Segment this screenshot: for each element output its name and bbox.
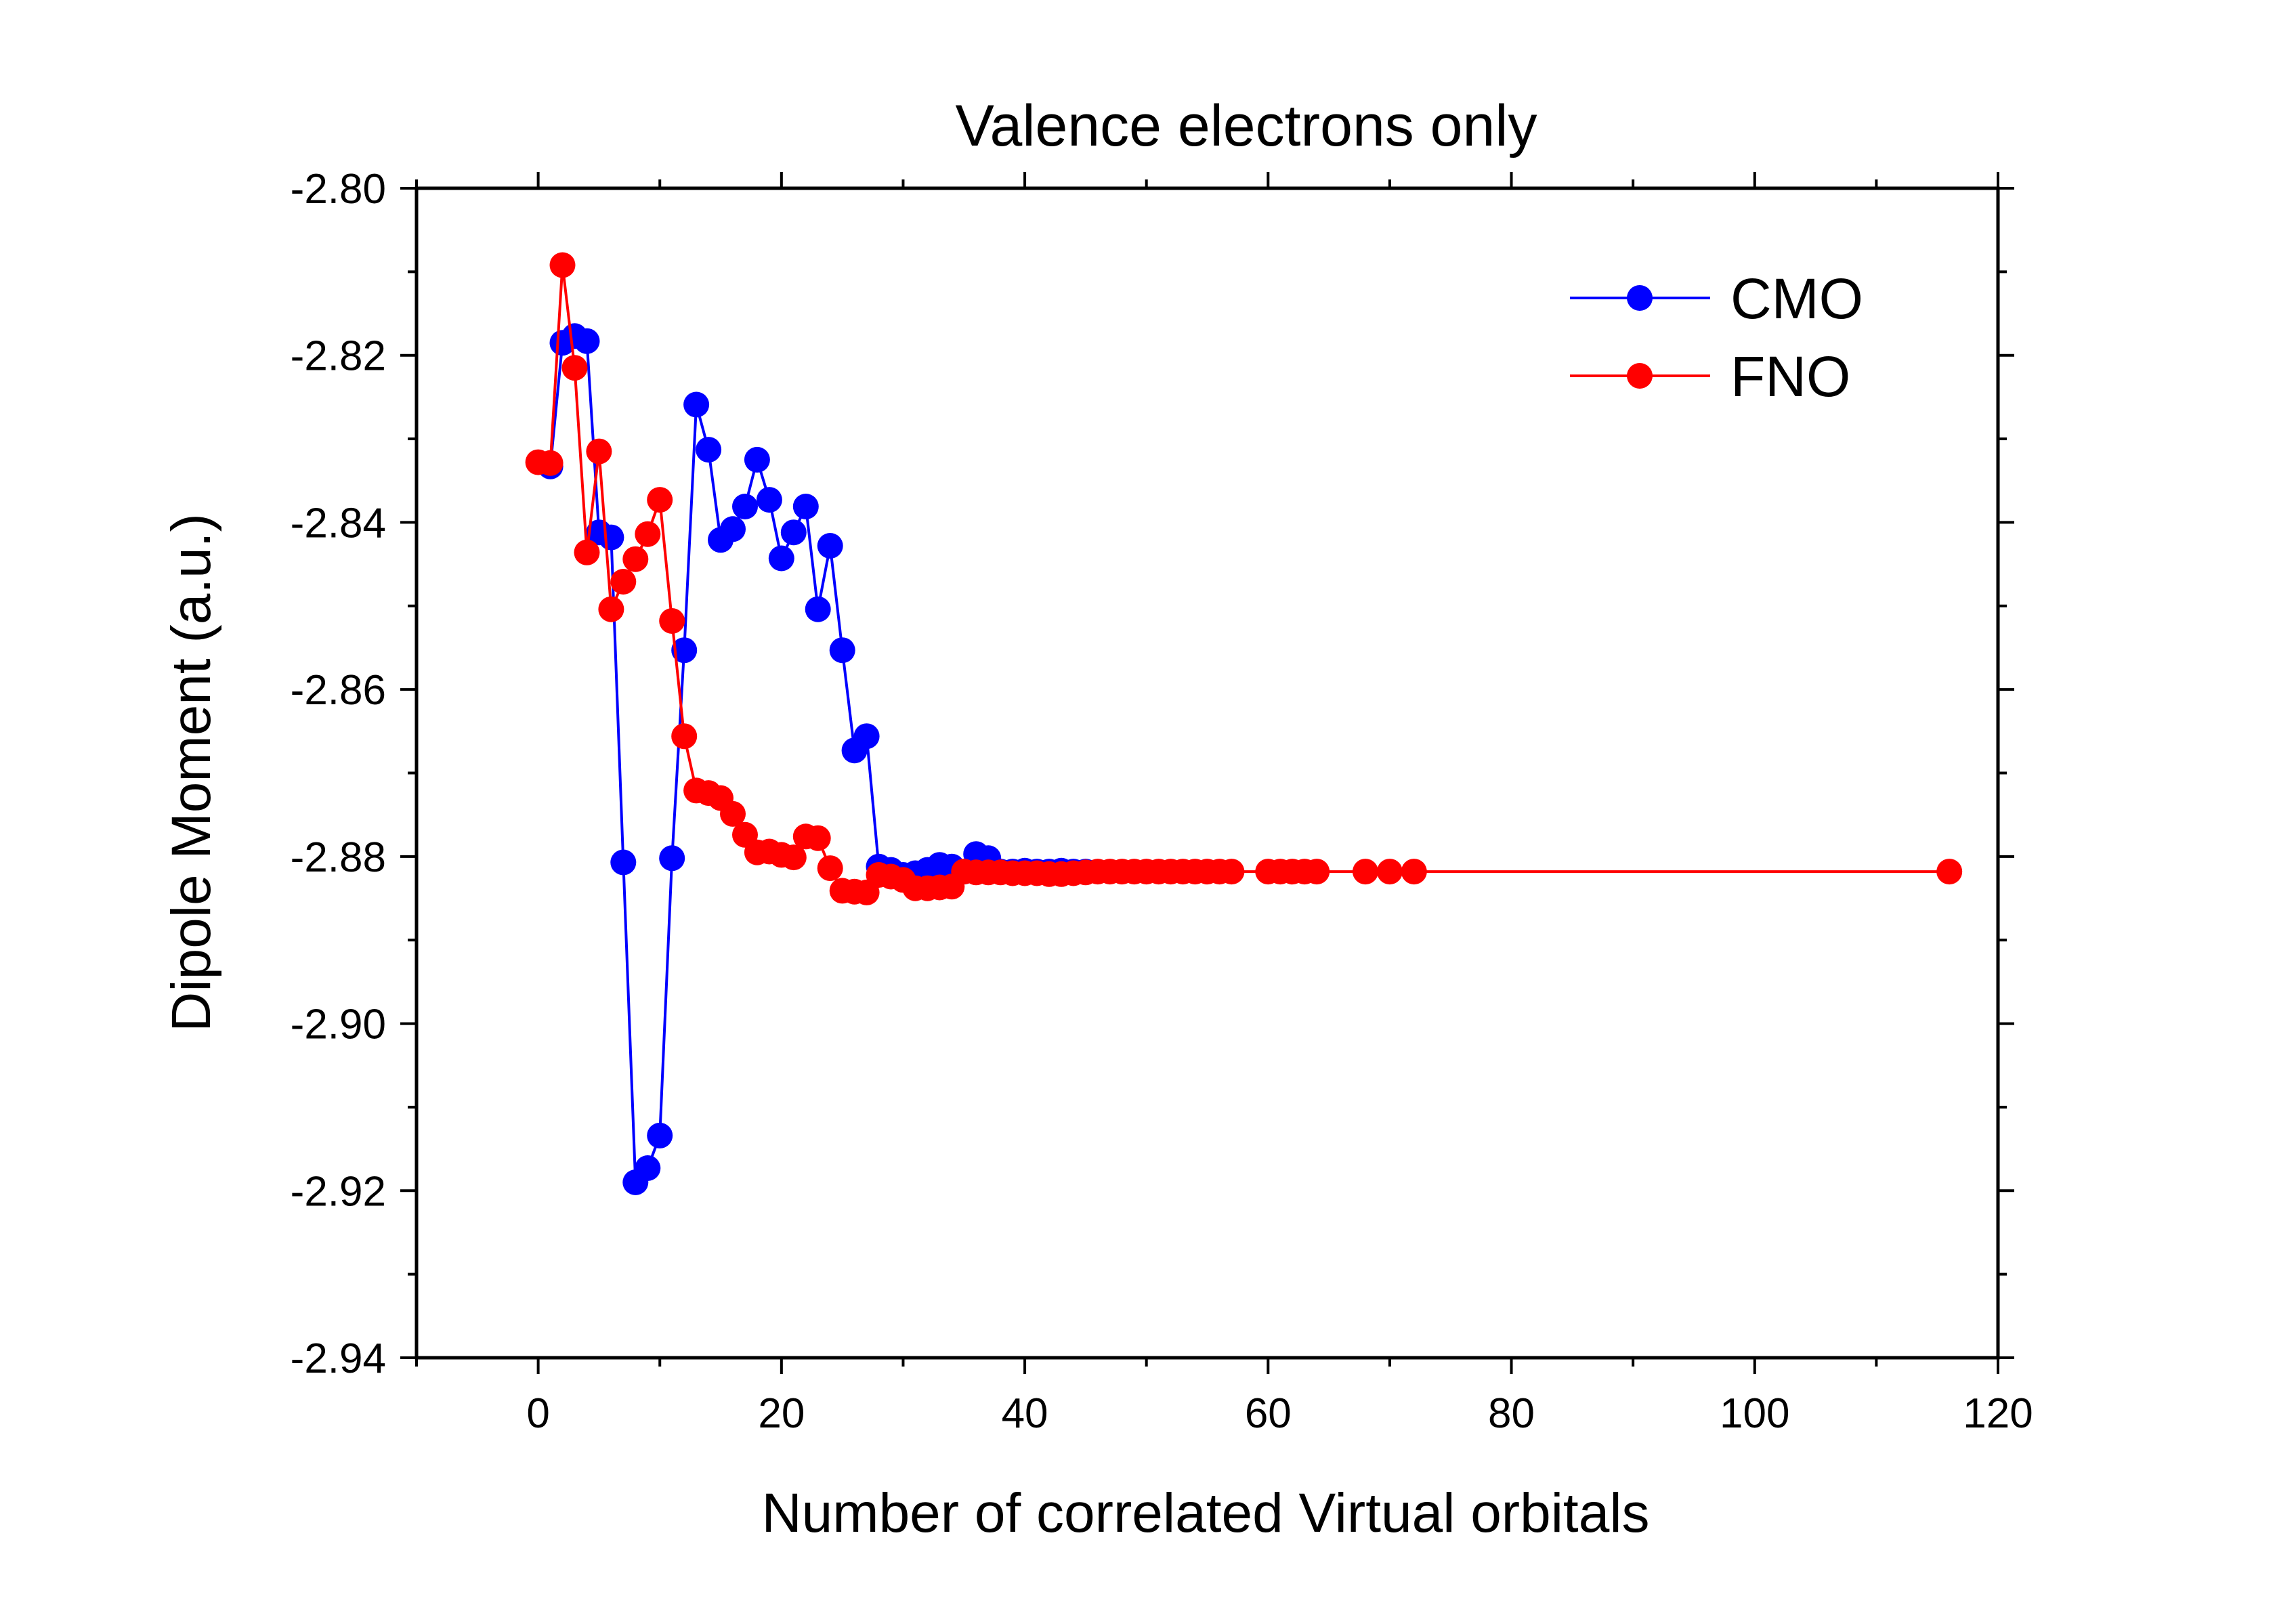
data-point-fno xyxy=(1376,859,1403,885)
y-tick-label: -2.84 xyxy=(291,500,386,546)
x-tick-label: 120 xyxy=(1963,1390,2033,1437)
data-point-cmo xyxy=(853,723,880,750)
data-point-cmo xyxy=(635,1155,661,1181)
x-tick-label: 80 xyxy=(1488,1390,1535,1437)
y-tick-label: -2.82 xyxy=(291,333,386,380)
data-point-fno xyxy=(805,825,831,851)
data-point-cmo xyxy=(696,437,722,463)
data-point-fno xyxy=(659,608,685,634)
series-layer xyxy=(525,252,1963,1195)
legend-marker-cmo xyxy=(1627,285,1653,311)
x-axis-title: Number of correlated Virtual orbitals xyxy=(761,1482,1649,1544)
data-point-cmo xyxy=(829,637,855,664)
y-tick-label: -2.80 xyxy=(291,166,386,213)
data-point-cmo xyxy=(659,845,685,872)
data-point-cmo xyxy=(817,533,843,559)
x-tick-label: 100 xyxy=(1720,1390,1789,1437)
series-line-cmo xyxy=(549,335,1086,1184)
data-point-fno xyxy=(1353,859,1378,885)
data-point-fno xyxy=(537,450,564,476)
data-point-cmo xyxy=(647,1122,673,1148)
data-point-cmo xyxy=(598,524,624,551)
data-point-fno xyxy=(1401,859,1427,885)
data-point-fno xyxy=(1218,859,1245,885)
data-point-fno xyxy=(574,539,600,565)
data-point-fno xyxy=(598,596,624,622)
x-tick-label: 60 xyxy=(1245,1390,1292,1437)
data-point-fno xyxy=(1936,859,1963,885)
data-point-fno xyxy=(817,855,843,882)
y-tick-label: -2.86 xyxy=(291,667,386,714)
x-tick-label: 0 xyxy=(526,1390,549,1437)
data-point-fno xyxy=(635,521,661,547)
legend-label-fno: FNO xyxy=(1730,345,1850,408)
axis-tick-labels: 0 20 40 60 80 100 120 -2.94 -2.92 -2.90 -2.88 -2.86… xyxy=(291,166,2033,1437)
data-point-fno xyxy=(610,569,637,595)
data-point-fno xyxy=(586,438,612,465)
data-point-cmo xyxy=(805,596,831,622)
data-point-cmo xyxy=(610,849,637,876)
data-point-fno xyxy=(780,844,807,871)
data-point-cmo xyxy=(756,487,782,513)
x-tick-label: 20 xyxy=(758,1390,805,1437)
series-cmo xyxy=(537,323,1099,1195)
data-point-cmo xyxy=(780,519,807,546)
legend-marker-fno xyxy=(1627,363,1653,389)
x-tick-label: 40 xyxy=(1002,1390,1048,1437)
data-point-cmo xyxy=(671,637,698,664)
y-tick-label: -2.90 xyxy=(291,1002,386,1048)
y-tick-label: -2.92 xyxy=(291,1168,386,1215)
data-point-fno xyxy=(622,546,649,572)
data-point-fno xyxy=(561,355,588,381)
y-tick-label: -2.88 xyxy=(291,834,386,881)
data-point-fno xyxy=(671,723,698,750)
series-fno xyxy=(525,252,1963,905)
chart-title: Valence electrons only xyxy=(956,93,1537,158)
data-point-cmo xyxy=(574,328,600,354)
y-tick-label: -2.94 xyxy=(291,1335,386,1382)
data-point-fno xyxy=(720,800,746,827)
data-point-cmo xyxy=(732,494,758,519)
data-point-cmo xyxy=(744,446,770,473)
data-point-cmo xyxy=(720,516,746,542)
data-point-fno xyxy=(549,252,576,278)
data-point-cmo xyxy=(792,494,819,519)
data-point-cmo xyxy=(683,391,710,418)
data-point-cmo xyxy=(768,545,794,572)
legend: CMO FNO xyxy=(1570,267,1863,408)
legend-label-cmo: CMO xyxy=(1730,267,1863,330)
y-axis-title: Dipole Moment (a.u.) xyxy=(161,513,222,1032)
data-point-fno xyxy=(647,487,673,513)
data-point-fno xyxy=(1304,859,1330,885)
axis-ticks xyxy=(400,172,2014,1374)
